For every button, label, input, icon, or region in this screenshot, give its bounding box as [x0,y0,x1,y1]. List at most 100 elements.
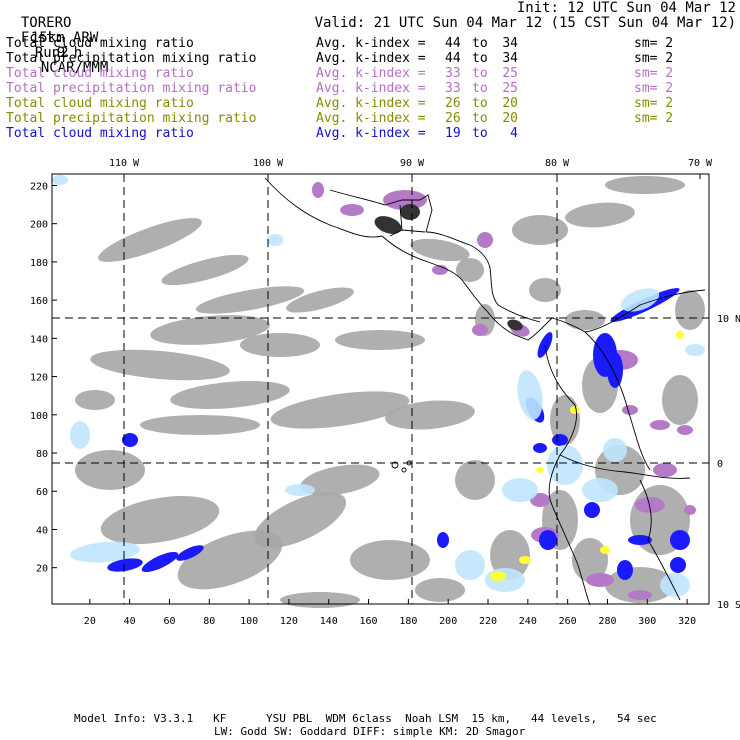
cloud-gray-area [140,415,260,435]
legend-kindex-from: 44 [445,36,461,51]
cloud-gray-area [456,258,484,282]
cloud-blue-core [107,558,143,572]
cloud-yellow-spot [600,546,610,554]
legend-kindex-end: 20 [502,111,518,126]
y-tick-label: 200 [30,220,48,231]
y-tick-label: 40 [36,525,48,536]
legend-kindex-from: 33 [445,81,461,96]
precip-purple-area [635,497,665,513]
y-tick-label: 220 [30,181,48,192]
legend-smoothing: sm= 2 [634,81,674,96]
precip-purple-area [432,265,448,275]
coastline-caribbean [425,231,541,323]
legend-smoothing: sm= 2 [634,51,674,66]
cloud-gray-area [415,578,465,602]
cloud-lightblue-area [267,234,283,246]
y-tick-label: 140 [30,334,48,345]
cloud-gray-area [529,278,561,302]
y-tick-label: 80 [36,449,48,460]
legend-kindex-label: Avg. k-index = [316,51,434,66]
cloud-gray-area [512,215,568,245]
coastline-pacific-sa [544,344,591,606]
x-tick-label: 180 [399,616,417,627]
border-peru-brazil [639,479,681,601]
legend-kindex-label: Avg. k-index = [316,81,434,96]
longitude-label: 100 W [253,158,284,169]
cloud-gray-area [90,349,230,381]
x-tick-label: 100 [240,616,258,627]
cloud-blue-core [176,545,204,561]
legend-smoothing: sm= 2 [634,36,674,51]
precip-purple-area [622,405,638,415]
cloud-gray-area [270,391,410,429]
legend-kindex-label: Avg. k-index = [316,36,434,51]
cloud-lightblue-area [285,484,315,496]
legend-kindex-to: to [472,126,488,141]
cloud-blue-core [617,560,633,580]
cloud-blue-core [670,530,690,550]
legend-kindex-from: 19 [445,126,461,141]
cloud-gray-area [100,495,220,545]
legend-kindex-end: 34 [502,51,518,66]
legend-kindex-from: 26 [445,111,461,126]
coastline-mexico [264,177,383,238]
x-tick-label: 60 [163,616,175,627]
legend-smoothing: sm= 2 [634,111,674,126]
cloud-lightblue-area [547,445,583,485]
legend-field-name: Total cloud mixing ratio [6,36,194,51]
header-title-line: TORERO 15km ARW Run2 NCAR/MMM [4,1,108,76]
y-tick-label: 60 [36,487,48,498]
precip-purple-area [312,182,324,198]
legend-kindex-end: 4 [510,126,518,141]
precip-purple-area [340,204,364,216]
cloud-gray-area [170,381,290,409]
cloud-yellow-spot [519,556,531,564]
longitude-label: 70 W [688,158,713,169]
model-name: TORERO [20,15,72,31]
init-time: Init: 12 UTC Sun 04 Mar 12 [516,0,736,16]
cloud-gray-area [455,460,495,500]
cloud-lightblue-area [620,288,660,312]
cloud-gray-area [565,202,635,228]
coastline-central-america [381,235,553,341]
cloud-gray-area [253,492,347,548]
precip-purple-area [677,425,693,435]
footer-model-info: Model Info: V3.3.1 KF YSU PBL WDM 6class… [74,712,657,725]
cloud-lightblue-area [517,370,543,420]
legend-kindex-end: 25 [502,81,518,96]
latitude-label: 10 N [717,314,740,325]
legend-smoothing: sm= 2 [634,66,674,81]
lat-lon-grid [52,174,709,604]
cloud-gray-area [98,218,202,262]
legend-field-name: Total cloud mixing ratio [6,96,194,111]
legend-kindex-from: 44 [445,51,461,66]
legend-kindex-end: 20 [502,96,518,111]
x-tick-label: 120 [280,616,298,627]
cloud-gray-area [161,254,249,286]
cloud-blue-core [141,551,179,573]
cloud-lightblue-area [70,421,90,449]
cloud-blue-core [552,434,568,446]
x-tick-label: 280 [598,616,616,627]
cloud-yellow-spot [490,571,506,581]
legend-kindex-end: 34 [502,36,518,51]
axis-labels: 220 200 180 160 140 120 100 80 60 40 20 20 40 60 80 100… [30,158,740,627]
precip-purple-area [586,573,614,587]
legend-kindex-label: Avg. k-index = [316,66,434,81]
coastline-yucatan [329,189,433,233]
precip-purple-area [472,324,488,336]
cloud-gray-area [300,464,380,496]
cloud-lightblue-area [70,541,140,563]
precip-dark-core [374,216,402,234]
latitude-label: 0 [717,459,723,470]
cloud-gray-area [662,375,698,425]
cloud-lightblue-area [582,478,618,502]
map-frame [51,173,710,605]
x-tick-label: 220 [479,616,497,627]
cloud-blue-core [584,502,600,518]
longitude-label: 80 W [545,158,570,169]
cloud-gray-area [75,390,115,410]
model-resolution: 15km ARW [30,30,99,46]
legend-field-name: Total precipitation mixing ratio [6,51,257,66]
